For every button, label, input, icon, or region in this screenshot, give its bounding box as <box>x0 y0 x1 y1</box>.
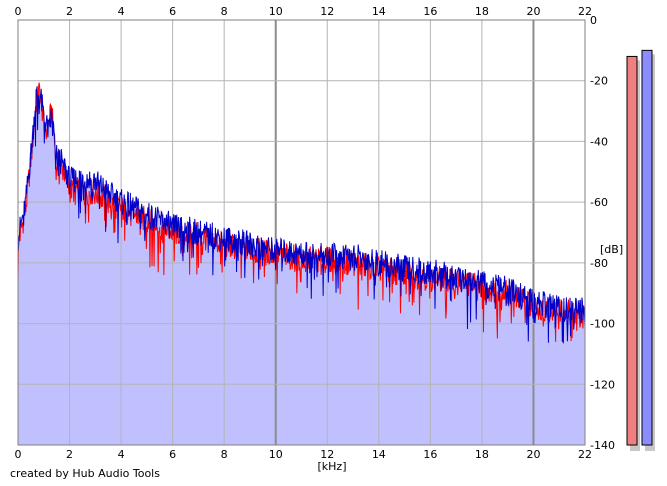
x-tick-label-top: 20 <box>526 5 540 18</box>
x-tick-label-top: 2 <box>66 5 73 18</box>
y-tick-labels: 0 -20 -40 -60 -80 -100 -120 -140 <box>590 14 615 452</box>
x-tick-label-bottom: 2 <box>66 448 73 461</box>
x-tick-label-top: 12 <box>320 5 334 18</box>
x-tick-labels-bottom: 0 2 4 6 8 10 12 14 16 18 20 22 <box>15 448 593 461</box>
x-tick-label-top: 16 <box>423 5 437 18</box>
x-tick-label-bottom: 20 <box>526 448 540 461</box>
series-line-right <box>17 86 586 344</box>
x-tick-label-bottom: 16 <box>423 448 437 461</box>
plot-border <box>17 19 586 446</box>
level-meters <box>626 49 655 452</box>
y-tick-label: -100 <box>590 318 615 331</box>
x-tick-label-top: 6 <box>169 5 176 18</box>
x-tick-label-bottom: 18 <box>475 448 489 461</box>
y-tick-label: -60 <box>590 196 608 209</box>
x-tick-label-bottom: 6 <box>169 448 176 461</box>
plot-frame <box>17 19 586 446</box>
y-tick-label: -80 <box>590 257 608 270</box>
level-meter-left <box>626 55 638 446</box>
y-tick-label: 0 <box>590 14 597 27</box>
x-axis-label: [kHz] <box>318 460 347 473</box>
x-tick-label-top: 4 <box>118 5 125 18</box>
y-tick-label: -20 <box>590 75 608 88</box>
x-tick-label-top: 0 <box>15 5 22 18</box>
x-tick-label-bottom: 0 <box>15 448 22 461</box>
level-meter-right <box>641 49 653 446</box>
x-tick-labels-top: 0 2 4 6 8 10 12 14 16 18 20 22 <box>15 5 593 18</box>
x-tick-label-top: 10 <box>269 5 283 18</box>
y-axis-label: [dB] <box>600 243 623 256</box>
credit-text: created by Hub Audio Tools <box>10 467 160 480</box>
x-tick-label-top: 14 <box>372 5 386 18</box>
x-tick-label-bottom: 4 <box>118 448 125 461</box>
x-tick-label-top: 8 <box>221 5 228 18</box>
x-tick-label-bottom: 10 <box>269 448 283 461</box>
y-tick-label: -40 <box>590 135 608 148</box>
y-tick-label: -120 <box>590 378 615 391</box>
x-tick-label-bottom: 22 <box>578 448 592 461</box>
x-tick-label-bottom: 12 <box>320 448 334 461</box>
series-layer <box>17 82 586 344</box>
grid-lines <box>17 19 586 446</box>
x-tick-label-bottom: 8 <box>221 448 228 461</box>
y-tick-label: -140 <box>590 439 615 452</box>
x-tick-label-top: 22 <box>578 5 592 18</box>
x-tick-label-bottom: 14 <box>372 448 386 461</box>
x-tick-label-top: 18 <box>475 5 489 18</box>
